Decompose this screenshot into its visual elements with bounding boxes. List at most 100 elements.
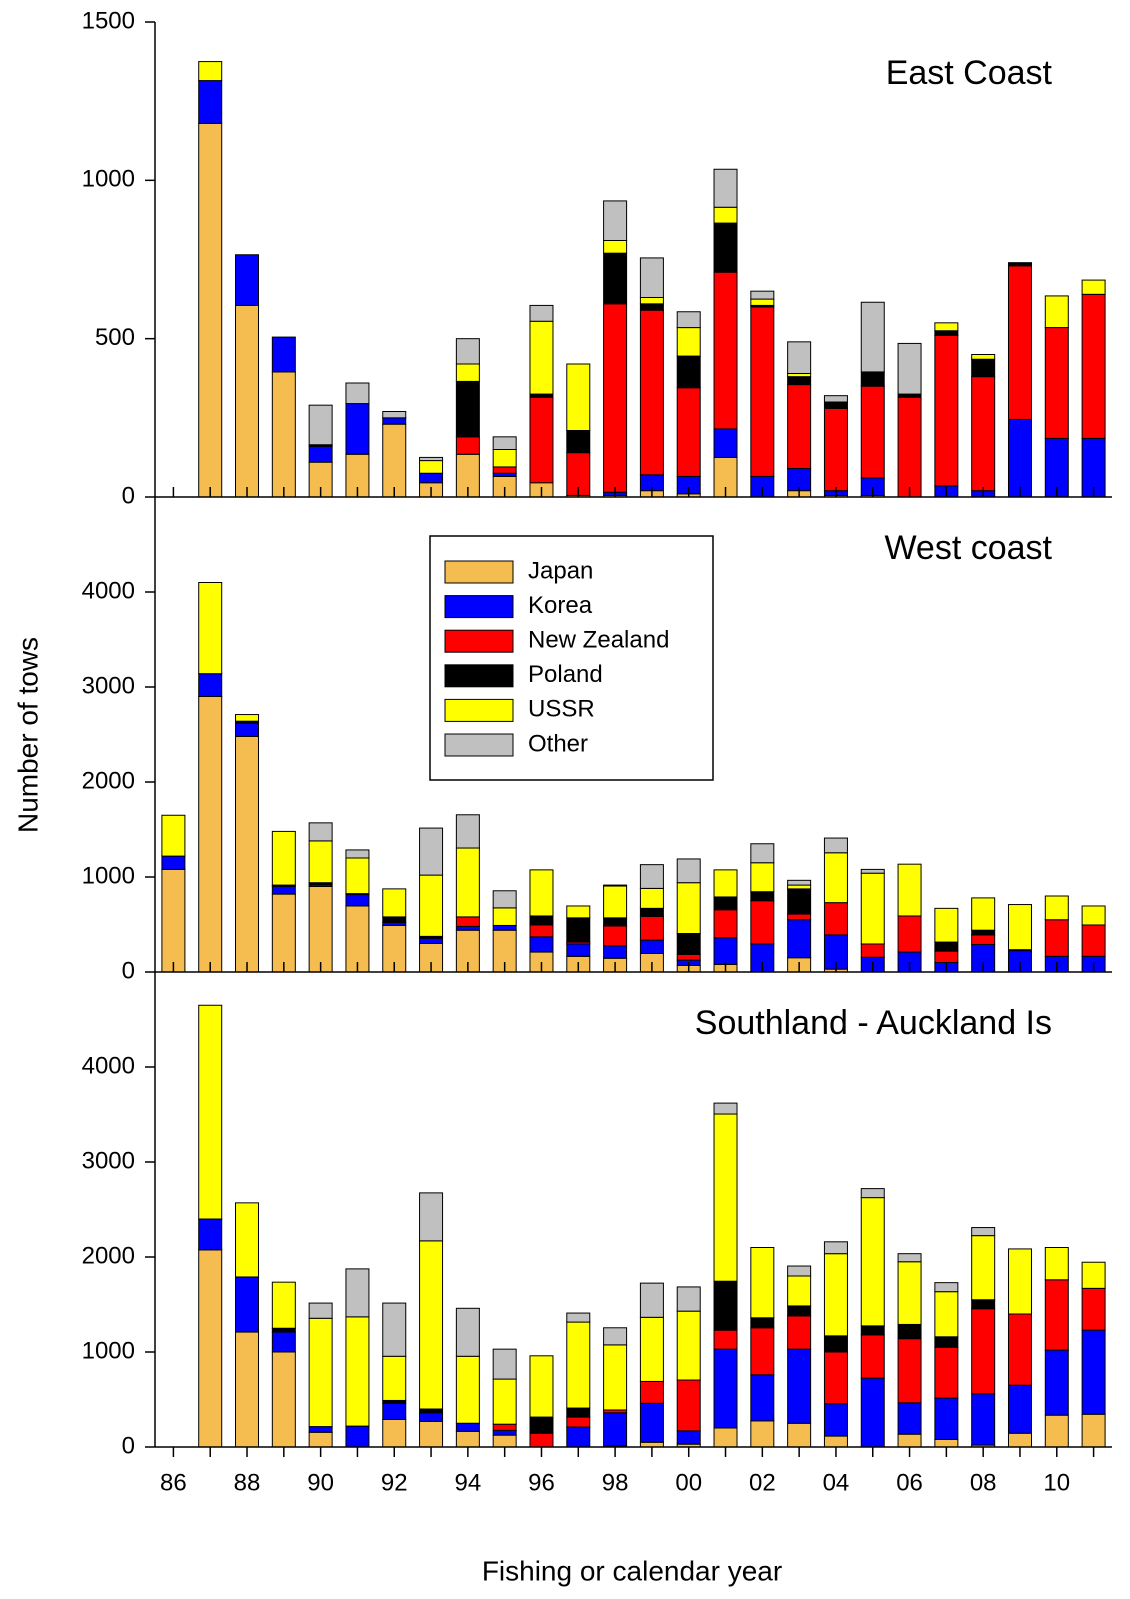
bar-segment <box>566 917 591 943</box>
bar-segment <box>787 341 812 375</box>
bar-segment <box>382 1302 407 1357</box>
bar-segment <box>566 1426 591 1448</box>
bar-segment <box>198 1218 223 1251</box>
bar-segment <box>897 863 922 917</box>
bar-segment <box>455 916 480 927</box>
bar-segment <box>566 363 591 431</box>
bar-segment <box>639 309 664 476</box>
legend-label: Korea <box>528 592 593 619</box>
bar-segment <box>787 913 812 921</box>
bar-segment <box>823 1435 848 1448</box>
bar-segment <box>235 304 260 498</box>
bar-segment <box>750 900 775 945</box>
bar-segment <box>271 371 296 498</box>
bar-segment <box>382 1355 407 1401</box>
bar-segment <box>639 257 664 298</box>
bar-segment <box>455 338 480 365</box>
bar-segment <box>897 396 922 498</box>
bar-segment <box>934 950 959 963</box>
bar-segment <box>603 884 628 887</box>
bar-segment <box>860 1325 885 1336</box>
bar-segment <box>198 80 223 124</box>
bar-segment <box>603 252 628 305</box>
bar-segment <box>161 814 186 857</box>
panel-title: Southland - Auckland Is <box>695 1004 1052 1042</box>
bar-segment <box>198 1249 223 1448</box>
x-tick-label: 02 <box>749 1469 776 1496</box>
bar-segment <box>271 1327 296 1333</box>
bar-segment <box>492 907 517 926</box>
bar-segment <box>787 888 812 915</box>
bar-segment <box>419 1420 444 1448</box>
bar-segment <box>713 1102 738 1115</box>
bar-segment <box>382 888 407 918</box>
bar-segment <box>308 1431 333 1448</box>
bar-segment <box>713 896 738 911</box>
bar-segment <box>1044 295 1069 329</box>
bar-segment <box>934 1438 959 1448</box>
bar-segment <box>971 1299 996 1310</box>
bar-segment <box>1007 904 1032 951</box>
bar-segment <box>308 1302 333 1319</box>
bar-segment <box>1081 1261 1106 1289</box>
bar-segment <box>860 943 885 958</box>
bar-segment <box>529 320 554 395</box>
bar-segment <box>676 387 701 477</box>
bar-segment <box>676 355 701 389</box>
bar-segment <box>492 1434 517 1448</box>
bar-segment <box>603 1412 628 1447</box>
legend-label: Other <box>528 730 588 757</box>
bar-segment <box>713 168 738 208</box>
legend-swatch <box>444 595 514 619</box>
y-tick-label: 4000 <box>82 1052 135 1079</box>
bar-segment <box>271 1281 296 1329</box>
bar-segment <box>566 943 591 957</box>
bar-segment <box>713 1113 738 1282</box>
bar-segment <box>382 1418 407 1448</box>
x-tick-label: 92 <box>381 1469 408 1496</box>
bar-segment <box>860 1334 885 1379</box>
bar-segment <box>934 1397 959 1440</box>
y-tick-label: 500 <box>95 324 135 351</box>
bar-segment <box>529 869 554 917</box>
bar-segment <box>787 884 812 890</box>
bar-segment <box>235 1276 260 1333</box>
bar-segment <box>271 886 296 895</box>
bar-segment <box>1044 1279 1069 1351</box>
bar-segment <box>492 449 517 468</box>
bar-segment <box>1007 1384 1032 1434</box>
bar-segment <box>455 1355 480 1424</box>
bar-segment <box>603 1327 628 1346</box>
bar-segment <box>455 380 480 438</box>
bar-segment <box>934 322 959 332</box>
bar-segment <box>1007 262 1032 267</box>
bar-segment <box>676 1379 701 1432</box>
bar-segment <box>566 1312 591 1323</box>
bar-segment <box>419 1412 444 1422</box>
bar-segment <box>639 915 664 941</box>
bar-segment <box>713 909 738 939</box>
bar-segment <box>934 1336 959 1348</box>
bar-segment <box>492 1423 517 1431</box>
bar-segment <box>419 1240 444 1410</box>
bar-segment <box>1007 265 1032 420</box>
bar-segment <box>455 925 480 931</box>
bar-segment <box>1044 895 1069 921</box>
y-tick-label: 1000 <box>82 166 135 193</box>
bar-segment <box>419 460 444 474</box>
bar-segment <box>639 1402 664 1443</box>
bar-segment <box>1081 1413 1106 1448</box>
bar-segment <box>1044 919 1069 957</box>
bar-segment <box>603 945 628 959</box>
bar-segment <box>603 925 628 947</box>
legend-label: USSR <box>528 696 595 723</box>
bar-segment <box>529 924 554 938</box>
bar-segment <box>897 1261 922 1325</box>
bar-segment <box>455 436 480 455</box>
bar-segment <box>787 919 812 959</box>
bar-segment <box>529 1355 554 1418</box>
x-tick-label: 94 <box>455 1469 482 1496</box>
x-tick-label: 96 <box>528 1469 555 1496</box>
bar-segment <box>603 885 628 919</box>
bar-segment <box>492 924 517 931</box>
